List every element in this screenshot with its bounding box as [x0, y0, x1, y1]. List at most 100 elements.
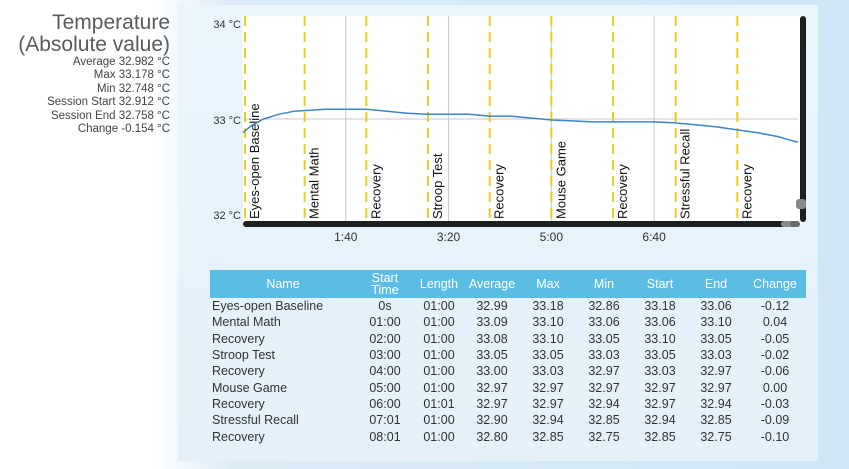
- cell-change: 0.00: [762, 380, 788, 395]
- temperature-chart: Eyes-open Baseline Mental Math Recovery Str…: [213, 16, 806, 244]
- summary-min: Min 32.748 °C: [97, 82, 170, 95]
- cell-min: 32.75: [588, 429, 620, 444]
- cell-average: 32.99: [476, 299, 508, 314]
- cell-min: 33.05: [588, 331, 620, 346]
- vertical-scroll-thumb[interactable]: [796, 199, 806, 209]
- table-header: Name Start Time Length Average Max Min St…: [210, 270, 806, 298]
- cell-start-time: 04:00: [369, 364, 401, 379]
- table-row: Recovery 08:01 01:00 32.80 32.85 32.75 32.85 32…: [210, 428, 806, 444]
- cell-average: 33.05: [476, 348, 508, 363]
- cell-name: Recovery: [212, 331, 265, 346]
- cell-start: 32.97: [644, 380, 676, 395]
- cell-max: 32.97: [532, 396, 564, 411]
- cell-change: -0.10: [760, 429, 790, 444]
- x-tick-label: 5:00: [540, 230, 564, 244]
- cell-start-time: 03:00: [369, 348, 401, 363]
- cell-average: 32.80: [476, 429, 508, 444]
- cell-start-time: 08:01: [369, 429, 401, 444]
- x-tick-label: 1:40: [334, 230, 358, 244]
- summary-title: Temperature: [52, 11, 170, 34]
- cell-end: 32.97: [700, 364, 732, 379]
- cell-min: 32.85: [588, 413, 620, 428]
- cell-average: 32.97: [476, 396, 508, 411]
- table-row: Eyes-open Baseline 0s 01:00 32.99 33.18 32.86…: [210, 298, 806, 314]
- cell-start-time: 02:00: [369, 331, 401, 346]
- cell-end: 32.94: [700, 396, 732, 411]
- cell-max: 33.03: [532, 364, 564, 379]
- session-table: Name Start Time Length Average Max Min St…: [210, 270, 806, 445]
- cell-change: -0.03: [760, 396, 790, 411]
- cell-average: 33.09: [476, 315, 508, 330]
- cell-change: -0.06: [760, 364, 790, 379]
- header-start: Start: [632, 270, 688, 298]
- table-row: Recovery 02:00 01:00 33.08 33.10 33.05 33.10 33…: [210, 331, 806, 347]
- header-max: Max: [520, 270, 576, 298]
- summary-subtitle: (Absolute value): [18, 33, 170, 56]
- cell-average: 32.97: [476, 380, 508, 395]
- table-row: Recovery 06:00 01:01 32.97 32.97 32.94 32.97 32…: [210, 396, 806, 412]
- header-change: Change: [744, 270, 806, 298]
- table-row: Stressful Recall 07:01 01:00 32.90 32.94 32.8…: [210, 412, 806, 428]
- header-end: End: [688, 270, 744, 298]
- cell-max: 32.94: [532, 413, 564, 428]
- cell-start: 33.18: [644, 299, 676, 314]
- cell-change: 0.04: [762, 315, 788, 330]
- marker-label: Recovery: [492, 164, 507, 219]
- cell-start-time: 05:00: [369, 380, 401, 395]
- cell-average: 33.08: [476, 331, 508, 346]
- cell-name: Eyes-open Baseline: [212, 299, 324, 314]
- cell-end: 33.03: [700, 348, 732, 363]
- cell-min: 32.86: [588, 299, 620, 314]
- cell-length: 01:00: [423, 429, 455, 444]
- cell-min: 32.94: [588, 396, 620, 411]
- cell-name: Recovery: [212, 364, 265, 379]
- cell-end: 32.97: [700, 380, 732, 395]
- y-tick-label: 32 °C: [213, 210, 241, 222]
- summary-average: Average 32.982 °C: [72, 56, 170, 68]
- table-row: Mental Math 01:00 01:00 33.09 33.10 33.06 33.0…: [210, 314, 806, 330]
- cell-min: 33.03: [588, 348, 620, 363]
- cell-length: 01:00: [423, 331, 455, 346]
- cell-average: 33.00: [476, 364, 508, 379]
- table-row: Mouse Game 05:00 01:00 32.97 32.97 32.97 32.97…: [210, 379, 806, 395]
- cell-length: 01:00: [423, 413, 455, 428]
- cell-name: Mouse Game: [212, 380, 288, 395]
- header-length: Length: [414, 270, 464, 298]
- cell-max: 33.05: [532, 348, 564, 363]
- cell-name: Recovery: [212, 429, 265, 444]
- cell-length: 01:01: [423, 396, 455, 411]
- cell-change: -0.09: [760, 413, 790, 428]
- cell-change: -0.02: [760, 348, 790, 363]
- cell-end: 32.75: [700, 429, 732, 444]
- cell-name: Mental Math: [212, 315, 281, 330]
- header-name: Name: [210, 270, 356, 298]
- cell-end: 33.10: [700, 315, 732, 330]
- cell-max: 33.10: [532, 331, 564, 346]
- table-row: Recovery 04:00 01:00 33.00 33.03 32.97 33.03 32…: [210, 363, 806, 379]
- marker-label: Stressful Recall: [678, 129, 693, 219]
- marker-label: Recovery: [368, 164, 383, 219]
- cell-min: 33.06: [588, 315, 620, 330]
- horizontal-scrollbar[interactable]: [243, 221, 799, 227]
- temperature-line: [242, 108, 799, 144]
- cell-length: 01:00: [423, 364, 455, 379]
- cell-end: 32.85: [700, 413, 732, 428]
- cell-length: 01:00: [423, 315, 455, 330]
- header-average: Average: [464, 270, 520, 298]
- temperature-summary: Temperature (Absolute value) Average 32.…: [0, 12, 170, 136]
- scroll-corner[interactable]: [790, 221, 800, 227]
- header-min: Min: [576, 270, 632, 298]
- vertical-scrollbar[interactable]: [800, 16, 806, 222]
- cell-start: 33.03: [644, 364, 676, 379]
- cell-change: -0.12: [760, 299, 790, 314]
- axis-labels: 34 °C 33 °C 32 °C 1:40 3:20 5:00 6:40: [213, 19, 666, 244]
- y-tick-label: 34 °C: [213, 19, 241, 31]
- cell-min: 32.97: [588, 364, 620, 379]
- cell-length: 01:00: [423, 380, 455, 395]
- summary-max: Max 33.178 °C: [93, 69, 170, 82]
- x-tick-label: 3:20: [437, 230, 461, 244]
- cell-start-time: 07:01: [369, 413, 401, 428]
- cell-start-time: 06:00: [369, 396, 401, 411]
- cell-average: 32.90: [476, 413, 508, 428]
- header-start-time: Start Time: [356, 270, 414, 298]
